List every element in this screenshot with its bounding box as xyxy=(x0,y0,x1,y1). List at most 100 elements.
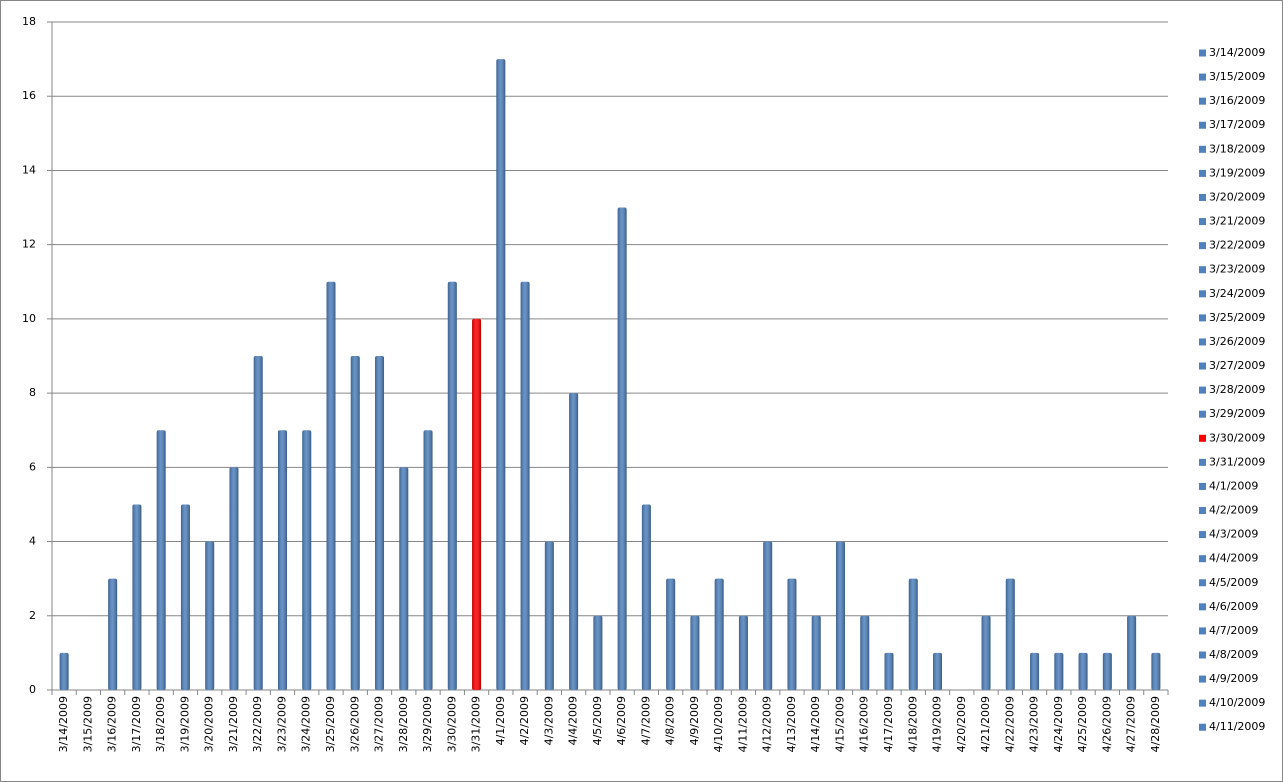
bar-shade xyxy=(787,578,797,690)
x-tick-label: 3/28/2009 xyxy=(397,696,410,752)
x-tick-label: 3/19/2009 xyxy=(178,696,191,752)
legend-swatch xyxy=(1199,555,1206,563)
bar-shade xyxy=(447,281,457,690)
x-tick-label: 4/20/2009 xyxy=(955,696,968,752)
legend-label: 3/22/2009 xyxy=(1209,239,1265,252)
x-tick-label: 4/6/2009 xyxy=(615,696,628,745)
x-tick-label: 4/18/2009 xyxy=(906,696,919,752)
legend-label: 3/14/2009 xyxy=(1209,46,1265,59)
x-tick-label: 4/13/2009 xyxy=(785,696,798,752)
bar-shade xyxy=(666,578,676,690)
legend-swatch xyxy=(1199,314,1206,322)
x-tick-label: 3/30/2009 xyxy=(445,696,458,752)
legend-label: 3/27/2009 xyxy=(1209,359,1265,372)
legend-swatch xyxy=(1199,579,1206,587)
x-tick-label: 3/18/2009 xyxy=(154,696,167,752)
bar-shade xyxy=(1151,652,1161,690)
legend-swatch xyxy=(1199,169,1206,177)
bar-shade xyxy=(1054,652,1064,690)
x-tick-label: 4/9/2009 xyxy=(688,696,701,745)
bar-shade xyxy=(617,207,627,691)
x-tick-label: 4/24/2009 xyxy=(1052,696,1065,752)
legend-swatch xyxy=(1199,193,1206,201)
legend-label: 3/29/2009 xyxy=(1209,407,1265,420)
legend-swatch xyxy=(1199,410,1206,418)
bar-shade xyxy=(520,281,530,690)
x-tick-label: 3/31/2009 xyxy=(470,696,483,752)
bar-shade xyxy=(59,652,69,690)
bar-shade xyxy=(180,504,190,690)
x-tick-label: 3/15/2009 xyxy=(81,696,94,752)
legend-label: 3/18/2009 xyxy=(1209,142,1265,155)
y-tick-label: 2 xyxy=(29,609,36,622)
x-tick-label: 3/16/2009 xyxy=(106,696,119,752)
legend-swatch xyxy=(1199,121,1206,129)
bar-shade xyxy=(835,541,845,690)
bar-shade xyxy=(399,467,409,690)
legend-label: 4/3/2009 xyxy=(1209,528,1258,541)
legend-label: 3/19/2009 xyxy=(1209,166,1265,179)
x-tick-label: 4/16/2009 xyxy=(858,696,871,752)
legend-label: 3/21/2009 xyxy=(1209,215,1265,228)
bar-shade xyxy=(933,652,943,690)
x-tick-label: 4/23/2009 xyxy=(1028,696,1041,752)
legend-label: 3/15/2009 xyxy=(1209,70,1265,83)
legend-swatch xyxy=(1199,603,1206,611)
y-tick-label: 18 xyxy=(22,15,36,28)
legend-swatch xyxy=(1199,675,1206,683)
y-tick-label: 4 xyxy=(29,535,36,548)
bar-shade xyxy=(981,615,991,690)
x-tick-label: 3/23/2009 xyxy=(275,696,288,752)
bar-shade xyxy=(860,615,870,690)
x-tick-label: 3/29/2009 xyxy=(421,696,434,752)
y-tick-label: 6 xyxy=(29,460,36,473)
legend-swatch xyxy=(1199,290,1206,298)
bar-shade xyxy=(326,281,336,690)
bar-shade xyxy=(423,430,433,690)
legend-swatch xyxy=(1199,49,1206,57)
bar-shade xyxy=(569,393,579,690)
legend-label: 3/31/2009 xyxy=(1209,455,1265,468)
x-tick-label: 4/22/2009 xyxy=(1003,696,1016,752)
legend-label: 3/26/2009 xyxy=(1209,335,1265,348)
bar-shade xyxy=(350,356,360,690)
x-tick-label: 4/21/2009 xyxy=(979,696,992,752)
legend-swatch xyxy=(1199,434,1206,442)
legend-swatch xyxy=(1199,97,1206,105)
x-tick-label: 4/15/2009 xyxy=(833,696,846,752)
bar-shade xyxy=(472,318,482,690)
bar-shade xyxy=(544,541,554,690)
x-tick-label: 4/8/2009 xyxy=(664,696,677,745)
legend-swatch xyxy=(1199,699,1206,707)
x-tick-label: 4/19/2009 xyxy=(931,696,944,752)
bar-shade xyxy=(375,356,385,690)
x-tick-label: 4/2/2009 xyxy=(518,696,531,745)
legend-label: 3/23/2009 xyxy=(1209,263,1265,276)
x-tick-label: 4/14/2009 xyxy=(809,696,822,752)
x-tick-label: 3/24/2009 xyxy=(300,696,313,752)
bar-shade xyxy=(811,615,821,690)
legend-swatch xyxy=(1199,362,1206,370)
bar-shade xyxy=(496,59,506,691)
bar-shade xyxy=(738,615,748,690)
x-tick-label: 4/25/2009 xyxy=(1076,696,1089,752)
legend-label: 3/16/2009 xyxy=(1209,94,1265,107)
legend-swatch xyxy=(1199,73,1206,81)
x-tick-label: 3/25/2009 xyxy=(324,696,337,752)
y-tick-label: 16 xyxy=(22,89,36,102)
legend-label: 3/24/2009 xyxy=(1209,287,1265,300)
x-tick-label: 4/17/2009 xyxy=(882,696,895,752)
legend-swatch xyxy=(1199,651,1206,659)
x-tick-label: 3/27/2009 xyxy=(373,696,386,752)
y-tick-label: 10 xyxy=(22,312,36,325)
legend-label: 4/8/2009 xyxy=(1209,648,1258,661)
x-tick-label: 4/5/2009 xyxy=(591,696,604,745)
legend-label: 3/28/2009 xyxy=(1209,383,1265,396)
bar-shade xyxy=(690,615,700,690)
legend-label: 3/20/2009 xyxy=(1209,190,1265,203)
legend-label: 4/1/2009 xyxy=(1209,479,1258,492)
bar-shade xyxy=(108,578,118,690)
x-tick-label: 3/14/2009 xyxy=(57,696,70,752)
bar-shade xyxy=(302,430,312,690)
legend-swatch xyxy=(1199,386,1206,394)
